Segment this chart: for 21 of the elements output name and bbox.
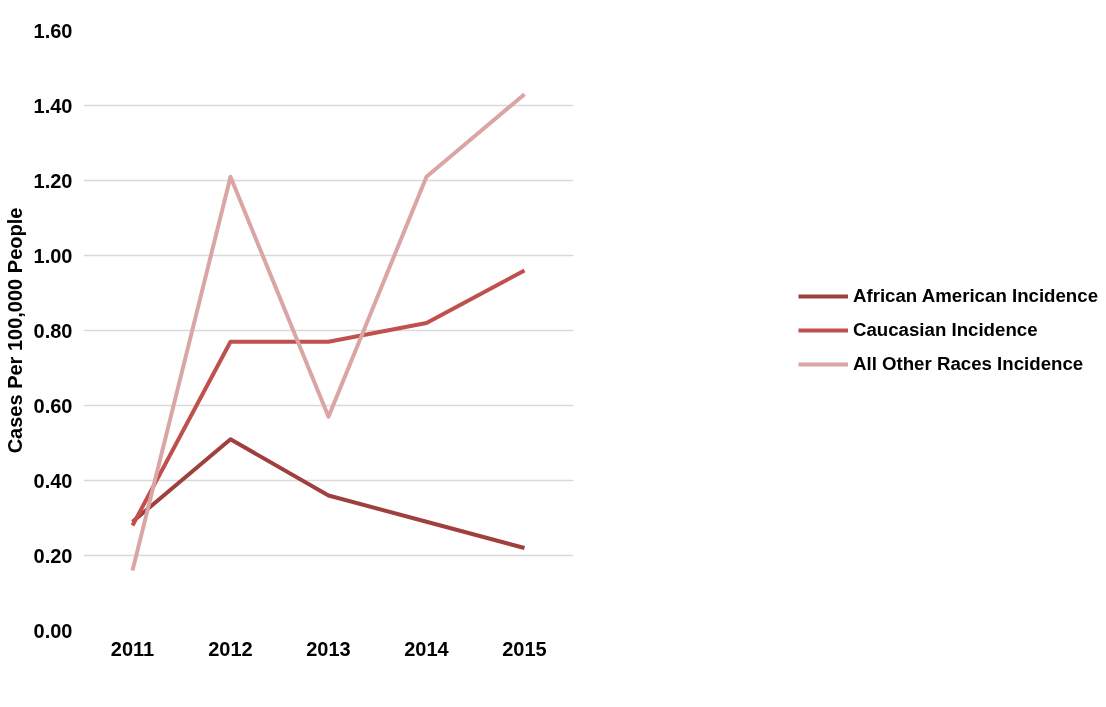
x-tick-label: 2011 — [110, 637, 155, 660]
line-series — [130, 437, 527, 550]
y-tick-label: 0.80 — [33, 319, 73, 342]
y-tick-label: 0.20 — [33, 544, 73, 567]
y-tick-label: 0.60 — [33, 394, 73, 417]
x-tick-label: 2013 — [306, 637, 351, 660]
y-tick-label: 1.40 — [33, 94, 73, 117]
y-tick-label: 1.60 — [33, 19, 73, 42]
y-axis-title: Cases Per 100,000 People — [3, 207, 26, 454]
line-series — [130, 92, 527, 573]
line-series — [130, 268, 527, 528]
legend-label: All Other Races Incidence — [852, 353, 1084, 375]
y-tick-label: 1.00 — [33, 244, 73, 267]
x-tick-label: 2012 — [208, 637, 253, 660]
x-tick-label: 2015 — [502, 637, 547, 660]
legend-label: Caucasian Incidence — [852, 319, 1038, 341]
y-tick-label: 0.40 — [33, 469, 73, 492]
legend-label: African American Incidence — [852, 285, 1099, 307]
y-tick-label: 0.00 — [33, 619, 73, 642]
x-tick-label: 2014 — [404, 637, 450, 660]
y-tick-label: 1.20 — [33, 169, 73, 192]
